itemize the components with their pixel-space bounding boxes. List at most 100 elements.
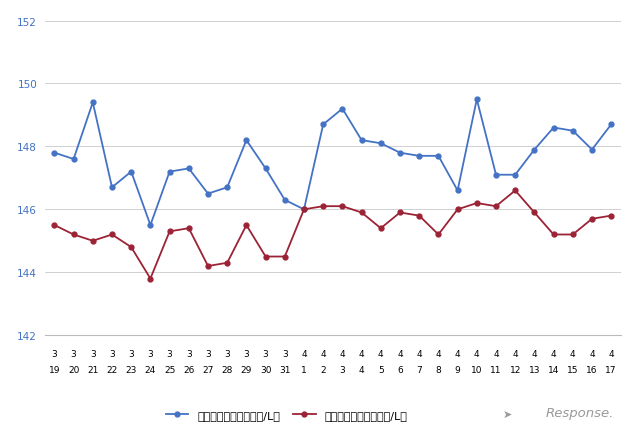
ハイオク実売価格（円/L） [185, 226, 193, 231]
ハイオク実売価格（円/L） [127, 245, 135, 250]
ハイオク実売価格（円/L） [243, 223, 250, 228]
ハイオク看板価格（円/L） [511, 173, 519, 178]
Text: 4: 4 [359, 350, 364, 359]
Text: 4: 4 [436, 350, 441, 359]
ハイオク実売価格（円/L） [377, 226, 385, 231]
ハイオク実売価格（円/L） [339, 204, 346, 209]
Text: 4: 4 [589, 350, 595, 359]
ハイオク看板価格（円/L） [108, 185, 116, 190]
Text: 3: 3 [167, 350, 172, 359]
Text: 3: 3 [148, 350, 153, 359]
ハイオク看板価格（円/L） [377, 141, 385, 147]
Line: ハイオク看板価格（円/L）: ハイオク看板価格（円/L） [52, 98, 614, 228]
ハイオク看板価格（円/L） [435, 154, 442, 159]
ハイオク看板価格（円/L） [339, 107, 346, 112]
Text: 15: 15 [567, 365, 579, 374]
Text: 7: 7 [417, 365, 422, 374]
Text: 8: 8 [436, 365, 441, 374]
ハイオク看板価格（円/L） [70, 157, 77, 162]
ハイオク実売価格（円/L） [108, 232, 116, 237]
ハイオク看板価格（円/L） [473, 98, 481, 103]
Text: 4: 4 [321, 350, 326, 359]
Text: 4: 4 [513, 350, 518, 359]
ハイオク看板価格（円/L） [147, 223, 154, 228]
Text: 3: 3 [129, 350, 134, 359]
ハイオク看板価格（円/L） [89, 101, 97, 106]
Text: 17: 17 [605, 365, 617, 374]
Text: 20: 20 [68, 365, 79, 374]
Text: 3: 3 [205, 350, 211, 359]
Text: 4: 4 [359, 365, 364, 374]
ハイオク看板価格（円/L） [454, 188, 461, 194]
Text: 3: 3 [244, 350, 249, 359]
Text: Response.: Response. [546, 406, 614, 419]
Text: 4: 4 [609, 350, 614, 359]
Text: 4: 4 [378, 350, 383, 359]
ハイオク看板価格（円/L） [204, 192, 212, 197]
Text: 25: 25 [164, 365, 175, 374]
Text: 21: 21 [87, 365, 99, 374]
Text: 4: 4 [397, 350, 403, 359]
Text: 12: 12 [509, 365, 521, 374]
ハイオク看板価格（円/L） [569, 129, 577, 134]
Text: 4: 4 [301, 350, 307, 359]
Text: 9: 9 [455, 365, 460, 374]
ハイオク実売価格（円/L） [492, 204, 500, 209]
ハイオク看板価格（円/L） [166, 169, 173, 175]
ハイオク実売価格（円/L） [147, 276, 154, 282]
Legend: ハイオク看板価格（円/L）, ハイオク実売価格（円/L）: ハイオク看板価格（円/L）, ハイオク実売価格（円/L） [162, 405, 412, 424]
ハイオク実売価格（円/L） [454, 207, 461, 212]
ハイオク実売価格（円/L） [70, 232, 77, 237]
Text: 11: 11 [490, 365, 502, 374]
Text: 26: 26 [183, 365, 195, 374]
Text: 19: 19 [49, 365, 60, 374]
ハイオク看板価格（円/L） [319, 123, 327, 128]
Text: 4: 4 [551, 350, 556, 359]
ハイオク実売価格（円/L） [511, 188, 519, 194]
ハイオク看板価格（円/L） [358, 138, 365, 143]
ハイオク看板価格（円/L） [415, 154, 423, 159]
ハイオク看板価格（円/L） [281, 198, 289, 203]
ハイオク実売価格（円/L） [473, 201, 481, 206]
Text: 10: 10 [471, 365, 483, 374]
ハイオク実売価格（円/L） [319, 204, 327, 209]
ハイオク看板価格（円/L） [51, 151, 58, 156]
ハイオク実売価格（円/L） [415, 214, 423, 219]
Text: 30: 30 [260, 365, 271, 374]
ハイオク実売価格（円/L） [569, 232, 577, 237]
ハイオク実売価格（円/L） [435, 232, 442, 237]
Text: 4: 4 [340, 350, 345, 359]
ハイオク看板価格（円/L） [531, 147, 538, 153]
ハイオク看板価格（円/L） [185, 166, 193, 172]
Line: ハイオク実売価格（円/L）: ハイオク実売価格（円/L） [52, 189, 614, 281]
ハイオク実売価格（円/L） [550, 232, 557, 237]
Text: 2: 2 [321, 365, 326, 374]
Text: 24: 24 [145, 365, 156, 374]
Text: 13: 13 [529, 365, 540, 374]
Text: ➤: ➤ [502, 409, 512, 419]
Text: 4: 4 [417, 350, 422, 359]
Text: 3: 3 [186, 350, 191, 359]
ハイオク看板価格（円/L） [243, 138, 250, 143]
Text: 4: 4 [493, 350, 499, 359]
Text: 4: 4 [570, 350, 575, 359]
Text: 3: 3 [90, 350, 95, 359]
ハイオク実売価格（円/L） [262, 255, 269, 260]
Text: 6: 6 [397, 365, 403, 374]
ハイオク看板価格（円/L） [300, 207, 308, 212]
ハイオク看板価格（円/L） [262, 166, 269, 172]
ハイオク実売価格（円/L） [607, 214, 615, 219]
ハイオク実売価格（円/L） [588, 217, 596, 222]
ハイオク看板価格（円/L） [492, 173, 500, 178]
Text: 1: 1 [301, 365, 307, 374]
Text: 5: 5 [378, 365, 383, 374]
Text: 3: 3 [225, 350, 230, 359]
Text: 29: 29 [241, 365, 252, 374]
Text: 23: 23 [125, 365, 137, 374]
ハイオク看板価格（円/L） [588, 147, 596, 153]
ハイオク実売価格（円/L） [223, 261, 231, 266]
ハイオク看板価格（円/L） [127, 169, 135, 175]
Text: 27: 27 [202, 365, 214, 374]
ハイオク実売価格（円/L） [204, 264, 212, 269]
Text: 3: 3 [263, 350, 268, 359]
